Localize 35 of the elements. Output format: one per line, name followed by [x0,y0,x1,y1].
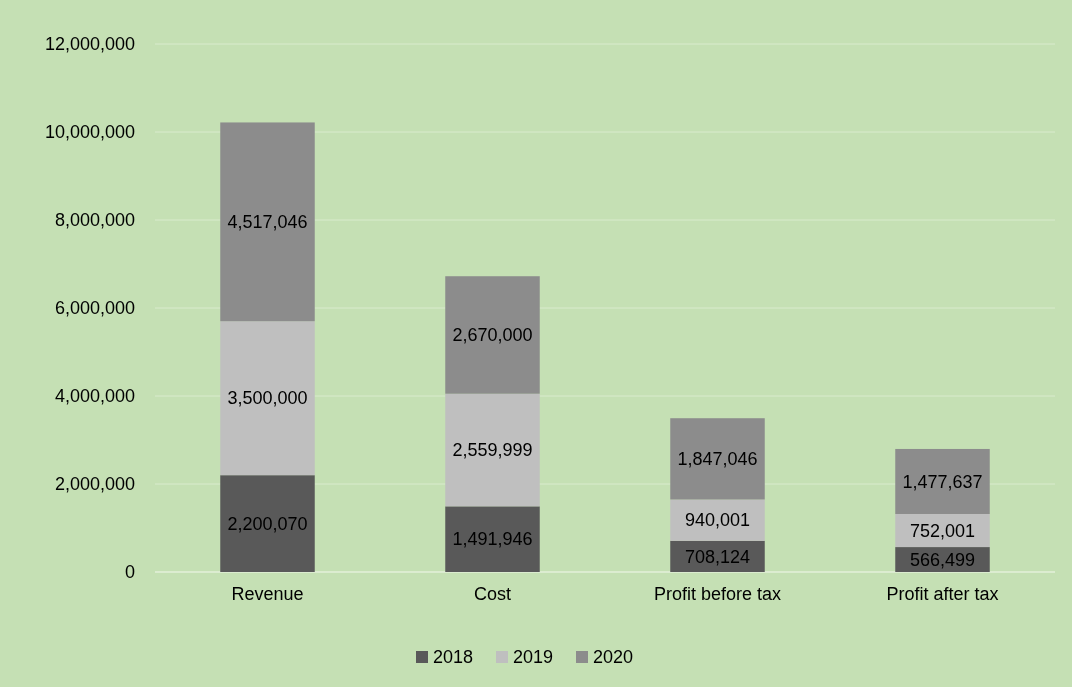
data-label: 1,847,046 [677,449,758,470]
data-label: 2,670,000 [452,325,533,346]
y-tick-label: 6,000,000 [54,298,135,319]
y-tick-label: 2,000,000 [54,474,135,495]
data-label: 1,477,637 [902,471,983,492]
y-tick-label: 10,000,000 [44,122,135,143]
data-label: 752,001 [909,520,976,541]
x-tick-label: Revenue [231,584,304,604]
data-label: 940,001 [684,510,751,531]
bar [220,321,315,476]
legend-label: 2020 [593,647,634,668]
data-label: 566,499 [909,549,976,570]
x-tick-label: Profit after tax [886,584,999,604]
bar [220,122,315,322]
data-label: 4,517,046 [227,212,308,233]
bar [670,499,765,541]
legend-label: 2019 [513,647,554,668]
legend-label: 2018 [433,647,474,668]
data-label: 2,200,070 [227,513,308,534]
y-tick-label: 4,000,000 [54,386,135,407]
data-label: 1,491,946 [452,529,533,550]
data-label: 708,124 [684,546,751,567]
bar [445,506,540,572]
y-tick-label: 8,000,000 [54,210,135,231]
x-tick-label: Profit before tax [653,584,782,604]
y-tick-label: 12,000,000 [44,34,135,55]
data-label: 3,500,000 [227,388,308,409]
bar [895,448,990,514]
bar [220,475,315,572]
y-tick-label: 0 [124,562,135,583]
data-label: 2,559,999 [452,440,533,461]
bar [445,393,540,507]
bar [445,276,540,394]
bar [670,418,765,500]
x-tick-label: Cost [473,584,512,604]
